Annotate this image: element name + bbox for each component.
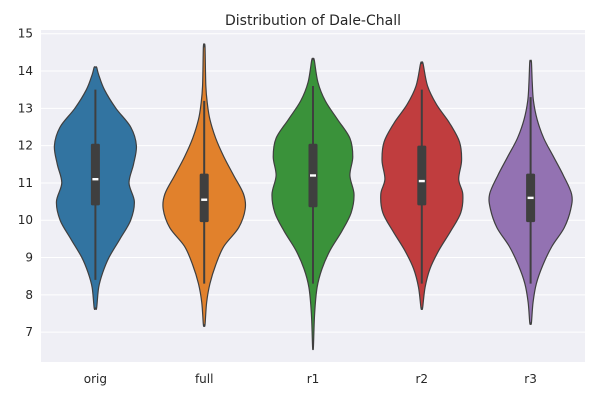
y-axis-ticks: 7 8 9 10 11 12 13 14 15	[18, 27, 33, 339]
violin-median	[418, 179, 425, 183]
y-tick-label: 10	[18, 213, 33, 227]
x-tick-label: r2	[416, 372, 429, 386]
y-tick-label: 9	[25, 251, 33, 265]
chart-title: Distribution of Dale-Chall	[225, 13, 401, 29]
x-tick-label: r1	[307, 372, 320, 386]
violin-r1	[271, 57, 355, 351]
x-axis-ticks: orig full r1 r2 r3	[84, 372, 537, 386]
violin-orig	[53, 66, 138, 311]
y-tick-label: 15	[18, 27, 33, 41]
violin-median	[527, 196, 534, 200]
y-tick-label: 11	[18, 176, 33, 190]
y-tick-label: 12	[18, 139, 33, 153]
violins	[53, 43, 573, 351]
violin-iqr-box	[199, 173, 209, 223]
y-tick-label: 13	[18, 101, 33, 115]
violin-full	[162, 43, 247, 327]
y-tick-label: 8	[25, 288, 33, 302]
y-tick-label: 7	[25, 325, 33, 339]
x-tick-label: full	[195, 372, 214, 386]
violin-median	[310, 174, 316, 177]
violin-iqr-box	[417, 145, 427, 206]
x-tick-label: orig	[84, 372, 107, 386]
violin-median	[201, 198, 208, 201]
y-tick-label: 14	[18, 64, 33, 78]
violin-median	[92, 178, 99, 181]
violin-r3	[488, 59, 573, 325]
violin-r2	[380, 61, 464, 311]
violin-iqr-box	[90, 143, 100, 206]
x-tick-label: r3	[524, 372, 537, 386]
